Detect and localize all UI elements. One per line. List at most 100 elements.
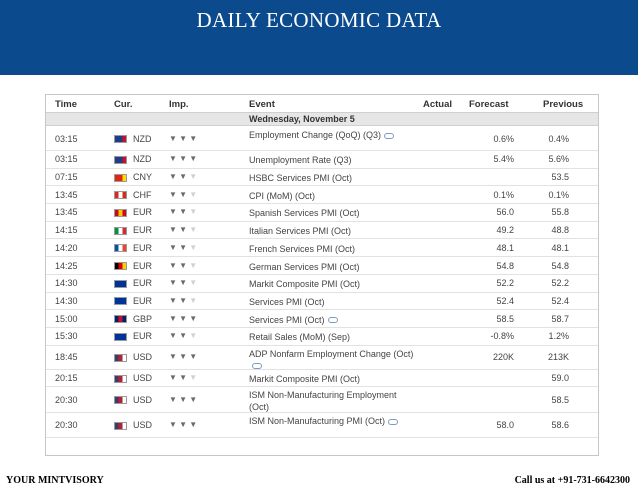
event-cell: ISM Non-Manufacturing PMI (Oct) — [249, 415, 419, 427]
table-row[interactable]: 14:30 EUR ▼ ▼ ▼ Markit Composite PMI (Oct)… — [46, 275, 598, 293]
currency-cell: USD — [133, 394, 153, 405]
event-cell: French Services PMI (Oct) — [249, 243, 419, 255]
bull-icon: ▼ — [189, 373, 200, 383]
bull-icon: ▼ — [189, 189, 200, 199]
forecast-cell: 0.1% — [493, 189, 514, 200]
previous-cell: 48.8 — [551, 225, 569, 236]
event-cell: Unemployment Rate (Q3) — [249, 154, 419, 166]
event-label[interactable]: German Services PMI (Oct) — [249, 261, 360, 272]
event-label[interactable]: CPI (MoM) (Oct) — [249, 190, 315, 201]
table-row[interactable]: 03:15 NZD ▼ ▼ ▼ Employment Change (QoQ) (Q… — [46, 127, 598, 151]
comment-icon[interactable] — [388, 419, 399, 426]
currency-cell: EUR — [133, 242, 153, 253]
event-cell: Services PMI (Oct) — [249, 296, 419, 308]
table-row[interactable]: 20:30 USD ▼ ▼ ▼ ISM Non-Manufacturing Empl… — [46, 387, 598, 414]
bull-icon: ▼ — [189, 313, 200, 323]
table-row[interactable]: 15:00 GBP ▼ ▼ ▼ Services PMI (Oct) 58.5 58.7 — [46, 310, 598, 328]
time-cell: 07:15 — [55, 172, 78, 183]
importance-icon: ▼ ▼ ▼ — [169, 278, 199, 287]
table-row[interactable]: 15:30 EUR ▼ ▼ ▼ Retail Sales (MoM) (Sep) -0… — [46, 328, 598, 346]
previous-cell: 52.4 — [551, 295, 569, 306]
day-label: Wednesday, November 5 — [249, 114, 355, 124]
event-label[interactable]: Services PMI (Oct) — [249, 296, 325, 307]
table-row[interactable]: 14:15 EUR ▼ ▼ ▼ Italian Services PMI (Oct)… — [46, 222, 598, 240]
comment-icon[interactable] — [384, 132, 395, 139]
bull-icon: ▼ — [189, 278, 200, 288]
table-row[interactable]: 03:15 NZD ▼ ▼ ▼ Unemployment Rate (Q3) 5.4%… — [46, 151, 598, 169]
col-forecast: Forecast — [469, 99, 509, 110]
economic-calendar-table: Time Cur. Imp. Event Actual Forecast Pre… — [45, 94, 599, 456]
bull-icon: ▼ — [189, 420, 200, 430]
event-label[interactable]: Retail Sales (MoM) (Sep) — [249, 332, 351, 343]
time-cell: 14:25 — [55, 260, 78, 271]
flag-icon — [114, 173, 127, 182]
bull-icon: ▼ — [179, 313, 190, 323]
flag-icon — [114, 315, 127, 324]
previous-cell: 58.7 — [551, 313, 569, 324]
previous-cell: 59.0 — [551, 373, 569, 384]
previous-cell: 55.8 — [551, 207, 569, 218]
event-label[interactable]: ISM Non-Manufacturing PMI (Oct) — [249, 416, 386, 427]
event-label[interactable]: Unemployment Rate (Q3) — [249, 155, 352, 166]
table-row[interactable]: 14:30 EUR ▼ ▼ ▼ Services PMI (Oct) 52.4 52.4 — [46, 293, 598, 311]
event-label[interactable]: ISM Non-Manufacturing Employment (Oct) — [249, 390, 397, 413]
flag-icon — [114, 374, 127, 383]
forecast-cell: 49.2 — [496, 225, 514, 236]
bull-icon: ▼ — [189, 207, 200, 217]
page-title: DAILY ECONOMIC DATA — [196, 8, 442, 32]
table-row[interactable]: 13:45 CHF ▼ ▼ ▼ CPI (MoM) (Oct) 0.1% 0.1% — [46, 186, 598, 205]
time-cell: 13:45 — [55, 207, 78, 218]
bull-icon: ▼ — [189, 154, 200, 164]
previous-cell: 53.5 — [551, 172, 569, 183]
previous-cell: 54.8 — [551, 260, 569, 271]
table-row[interactable]: 20:30 USD ▼ ▼ ▼ ISM Non-Manufacturing PMI … — [46, 413, 598, 439]
currency-cell: EUR — [133, 331, 153, 342]
event-label[interactable]: Spanish Services PMI (Oct) — [249, 208, 360, 219]
bull-icon: ▼ — [169, 295, 180, 305]
comment-icon[interactable] — [327, 317, 338, 324]
bull-icon: ▼ — [169, 133, 180, 143]
table-row[interactable]: 13:45 EUR ▼ ▼ ▼ Spanish Services PMI (Oct)… — [46, 204, 598, 222]
forecast-cell: 58.0 — [496, 420, 514, 431]
event-label[interactable]: Employment Change (QoQ) (Q3) — [249, 130, 382, 140]
comment-icon[interactable] — [252, 363, 262, 370]
currency-cell: NZD — [133, 154, 152, 165]
forecast-cell: 58.5 — [496, 313, 514, 324]
importance-icon: ▼ ▼ ▼ — [169, 190, 199, 199]
event-label[interactable]: Markit Composite PMI (Oct) — [249, 374, 361, 385]
event-label[interactable]: French Services PMI (Oct) — [249, 243, 356, 254]
bull-icon: ▼ — [169, 373, 180, 383]
event-label[interactable]: Italian Services PMI (Oct) — [249, 226, 352, 237]
bull-icon: ▼ — [179, 207, 190, 217]
previous-cell: 213K — [547, 352, 569, 363]
importance-icon: ▼ ▼ ▼ — [169, 154, 199, 163]
flag-icon — [114, 208, 127, 217]
bull-icon: ▼ — [169, 352, 180, 362]
table-row[interactable]: 07:15 CNY ▼ ▼ ▼ HSBC Services PMI (Oct) 53.… — [46, 169, 598, 187]
bull-icon: ▼ — [169, 225, 180, 235]
bull-icon: ▼ — [179, 242, 190, 252]
forecast-cell: 220K — [492, 352, 514, 363]
forecast-cell: 52.4 — [496, 295, 514, 306]
importance-icon: ▼ ▼ ▼ — [169, 134, 199, 143]
col-actual: Actual — [423, 99, 453, 110]
importance-icon: ▼ ▼ ▼ — [169, 172, 199, 181]
bull-icon: ▼ — [179, 154, 190, 164]
bull-icon: ▼ — [169, 189, 180, 199]
bull-icon: ▼ — [179, 352, 190, 362]
time-cell: 14:15 — [55, 225, 78, 236]
time-cell: 15:00 — [55, 313, 78, 324]
previous-cell: 0.1% — [548, 189, 569, 200]
table-row[interactable]: 14:20 EUR ▼ ▼ ▼ French Services PMI (Oct) 4… — [46, 240, 598, 258]
table-row[interactable]: 14:25 EUR ▼ ▼ ▼ German Services PMI (Oct) 5… — [46, 257, 598, 275]
event-label[interactable]: Markit Composite PMI (Oct) — [249, 279, 361, 290]
event-label[interactable]: HSBC Services PMI (Oct) — [249, 173, 353, 184]
event-label[interactable]: Services PMI (Oct) — [249, 314, 325, 325]
table-row[interactable]: 18:45 USD ▼ ▼ ▼ ADP Nonfarm Employment Cha… — [46, 346, 598, 370]
currency-cell: CNY — [133, 172, 153, 183]
importance-icon: ▼ ▼ ▼ — [169, 331, 199, 340]
table-row[interactable]: 20:15 USD ▼ ▼ ▼ Markit Composite PMI (Oct)… — [46, 370, 598, 388]
previous-cell: 52.2 — [551, 278, 569, 289]
previous-cell: 5.6% — [548, 154, 569, 165]
event-label[interactable]: ADP Nonfarm Employment Change (Oct) — [249, 348, 414, 359]
